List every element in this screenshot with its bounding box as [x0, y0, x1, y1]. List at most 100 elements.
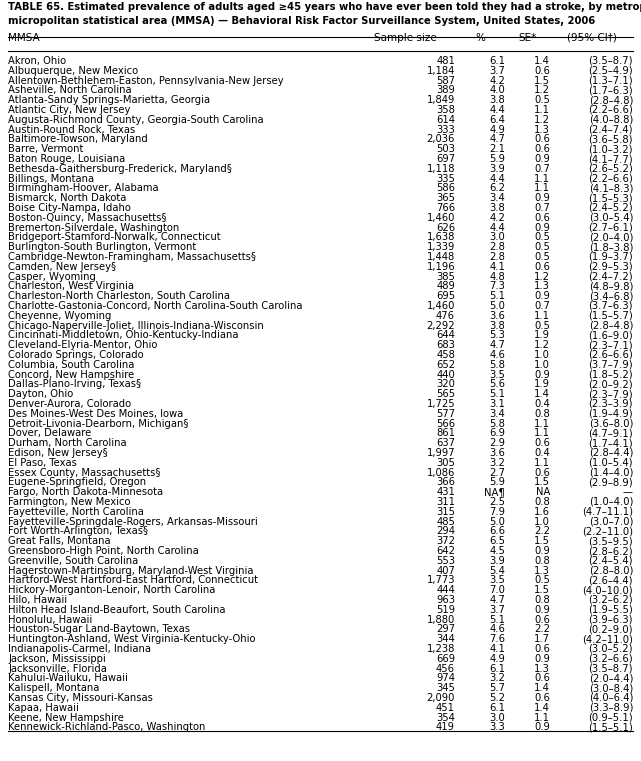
Text: 0.7: 0.7	[534, 164, 550, 174]
Text: 519: 519	[436, 605, 455, 615]
Text: 1.7: 1.7	[534, 634, 550, 645]
Text: 1.3: 1.3	[534, 565, 550, 575]
Text: 4.9: 4.9	[489, 654, 505, 664]
Text: 354: 354	[436, 712, 455, 723]
Text: 1.2: 1.2	[534, 85, 550, 95]
Text: 3.9: 3.9	[489, 164, 505, 174]
Text: 1,997: 1,997	[426, 448, 455, 458]
Text: El Paso, Texas: El Paso, Texas	[8, 458, 77, 468]
Text: (2.8–4.8): (2.8–4.8)	[588, 320, 633, 330]
Text: 1,339: 1,339	[427, 242, 455, 252]
Text: 1.5: 1.5	[534, 477, 550, 487]
Text: Indianapolis-Carmel, Indiana: Indianapolis-Carmel, Indiana	[8, 644, 151, 654]
Text: (1.8–3.8): (1.8–3.8)	[588, 242, 633, 252]
Text: (2.7–6.1): (2.7–6.1)	[588, 223, 633, 233]
Text: micropolitan statistical area (MMSA) — Behavioral Risk Factor Surveillance Syste: micropolitan statistical area (MMSA) — B…	[8, 16, 595, 26]
Text: 345: 345	[436, 683, 455, 693]
Text: (1.8–5.2): (1.8–5.2)	[588, 370, 633, 380]
Text: Baltimore-Towson, Maryland: Baltimore-Towson, Maryland	[8, 135, 147, 145]
Text: (1.4–4.0): (1.4–4.0)	[588, 467, 633, 478]
Text: —: —	[623, 487, 633, 497]
Text: 6.6: 6.6	[489, 527, 505, 537]
Text: 1.1: 1.1	[534, 174, 550, 183]
Text: 652: 652	[436, 360, 455, 370]
Text: Dayton, Ohio: Dayton, Ohio	[8, 389, 73, 400]
Text: 5.4: 5.4	[489, 565, 505, 575]
Text: 0.9: 0.9	[534, 291, 550, 301]
Text: Fargo, North Dakota-Minnesota: Fargo, North Dakota-Minnesota	[8, 487, 163, 497]
Text: 419: 419	[436, 722, 455, 732]
Text: 0.9: 0.9	[534, 193, 550, 203]
Text: (3.9–6.3): (3.9–6.3)	[588, 615, 633, 625]
Text: 0.6: 0.6	[534, 262, 550, 272]
Text: (3.2–6.6): (3.2–6.6)	[588, 654, 633, 664]
Text: 1,880: 1,880	[427, 615, 455, 625]
Text: (1.0–5.4): (1.0–5.4)	[588, 458, 633, 468]
Text: 2.8: 2.8	[489, 252, 505, 262]
Text: MMSA: MMSA	[8, 33, 40, 43]
Text: 5.6: 5.6	[489, 380, 505, 390]
Text: 626: 626	[436, 223, 455, 233]
Text: (3.7–6.3): (3.7–6.3)	[588, 301, 633, 311]
Text: Atlantic City, New Jersey: Atlantic City, New Jersey	[8, 105, 130, 115]
Text: 4.7: 4.7	[489, 340, 505, 350]
Text: Great Falls, Montana: Great Falls, Montana	[8, 537, 111, 546]
Text: (2.6–5.2): (2.6–5.2)	[588, 164, 633, 174]
Text: 587: 587	[436, 75, 455, 85]
Text: 695: 695	[436, 291, 455, 301]
Text: 5.2: 5.2	[489, 693, 505, 703]
Text: 1.3: 1.3	[534, 664, 550, 673]
Text: Boston-Quincy, Massachusetts§: Boston-Quincy, Massachusetts§	[8, 213, 167, 223]
Text: Charleston-North Charleston, South Carolina: Charleston-North Charleston, South Carol…	[8, 291, 230, 301]
Text: (3.0–5.2): (3.0–5.2)	[588, 644, 633, 654]
Text: Fayetteville, North Carolina: Fayetteville, North Carolina	[8, 507, 144, 517]
Text: Fayetteville-Springdale-Rogers, Arkansas-Missouri: Fayetteville-Springdale-Rogers, Arkansas…	[8, 517, 258, 527]
Text: Chicago-Naperville-Joliet, Illinois-Indiana-Wisconsin: Chicago-Naperville-Joliet, Illinois-Indi…	[8, 320, 263, 330]
Text: (2.0–9.2): (2.0–9.2)	[588, 380, 633, 390]
Text: 0.5: 0.5	[534, 320, 550, 330]
Text: (2.0–4.0): (2.0–4.0)	[588, 232, 633, 243]
Text: 566: 566	[436, 419, 455, 428]
Text: 344: 344	[437, 634, 455, 645]
Text: 2,292: 2,292	[426, 320, 455, 330]
Text: 4.0: 4.0	[489, 85, 505, 95]
Text: 315: 315	[436, 507, 455, 517]
Text: 7.6: 7.6	[489, 634, 505, 645]
Text: Dover, Delaware: Dover, Delaware	[8, 428, 91, 438]
Text: 1.2: 1.2	[534, 272, 550, 282]
Text: 1.3: 1.3	[534, 282, 550, 291]
Text: 320: 320	[436, 380, 455, 390]
Text: 366: 366	[436, 477, 455, 487]
Text: (2.6–4.4): (2.6–4.4)	[588, 575, 633, 585]
Text: TABLE 65. Estimated prevalence of adults aged ≥45 years who have ever been told : TABLE 65. Estimated prevalence of adults…	[8, 2, 641, 12]
Text: Charleston, West Virginia: Charleston, West Virginia	[8, 282, 134, 291]
Text: Bismarck, North Dakota: Bismarck, North Dakota	[8, 193, 126, 203]
Text: 3.0: 3.0	[489, 232, 505, 243]
Text: 0.8: 0.8	[534, 595, 550, 605]
Text: 5.9: 5.9	[489, 154, 505, 164]
Text: 1.1: 1.1	[534, 458, 550, 468]
Text: 697: 697	[436, 154, 455, 164]
Text: Hagerstown-Martinsburg, Maryland-West Virginia: Hagerstown-Martinsburg, Maryland-West Vi…	[8, 565, 253, 575]
Text: 1.4: 1.4	[534, 703, 550, 713]
Text: 4.7: 4.7	[489, 135, 505, 145]
Text: 0.6: 0.6	[534, 693, 550, 703]
Text: (1.9–5.5): (1.9–5.5)	[588, 605, 633, 615]
Text: Denver-Aurora, Colorado: Denver-Aurora, Colorado	[8, 399, 131, 409]
Text: 1.1: 1.1	[534, 428, 550, 438]
Text: 0.6: 0.6	[534, 65, 550, 76]
Text: 5.7: 5.7	[489, 683, 505, 693]
Text: Colorado Springs, Colorado: Colorado Springs, Colorado	[8, 350, 144, 360]
Text: (4.8–9.8): (4.8–9.8)	[588, 282, 633, 291]
Text: (4.0–6.4): (4.0–6.4)	[588, 693, 633, 703]
Text: Durham, North Carolina: Durham, North Carolina	[8, 438, 127, 448]
Text: Des Moines-West Des Moines, Iowa: Des Moines-West Des Moines, Iowa	[8, 409, 183, 419]
Text: 333: 333	[437, 125, 455, 135]
Text: 3.8: 3.8	[489, 320, 505, 330]
Text: 1.1: 1.1	[534, 105, 550, 115]
Text: 1,849: 1,849	[427, 95, 455, 105]
Text: 407: 407	[436, 565, 455, 575]
Text: Cambridge-Newton-Framingham, Massachusetts§: Cambridge-Newton-Framingham, Massachuset…	[8, 252, 256, 262]
Text: Augusta-Richmond County, Georgia-South Carolina: Augusta-Richmond County, Georgia-South C…	[8, 115, 263, 125]
Text: Kahului-Wailuku, Hawaii: Kahului-Wailuku, Hawaii	[8, 673, 128, 683]
